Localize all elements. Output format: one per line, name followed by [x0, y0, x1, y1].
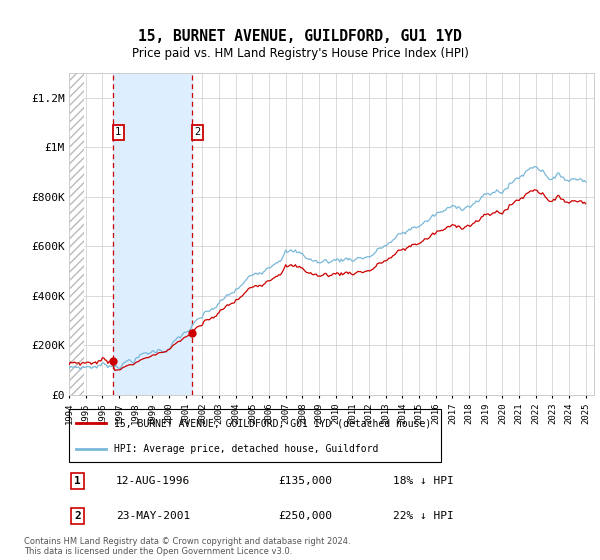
Text: 22% ↓ HPI: 22% ↓ HPI — [392, 511, 454, 521]
Text: 15, BURNET AVENUE, GUILDFORD, GU1 1YD: 15, BURNET AVENUE, GUILDFORD, GU1 1YD — [138, 29, 462, 44]
Text: Price paid vs. HM Land Registry's House Price Index (HPI): Price paid vs. HM Land Registry's House … — [131, 46, 469, 60]
Text: 18% ↓ HPI: 18% ↓ HPI — [392, 476, 454, 486]
Text: 2: 2 — [194, 127, 201, 137]
Text: This data is licensed under the Open Government Licence v3.0.: This data is licensed under the Open Gov… — [24, 548, 292, 557]
Text: Contains HM Land Registry data © Crown copyright and database right 2024.: Contains HM Land Registry data © Crown c… — [24, 538, 350, 547]
Text: 15, BURNET AVENUE, GUILDFORD, GU1 1YD (detached house): 15, BURNET AVENUE, GUILDFORD, GU1 1YD (d… — [113, 418, 431, 428]
Text: 1: 1 — [115, 127, 121, 137]
Text: HPI: Average price, detached house, Guildford: HPI: Average price, detached house, Guil… — [113, 444, 378, 454]
Bar — [113, 73, 192, 395]
Text: 23-MAY-2001: 23-MAY-2001 — [116, 511, 190, 521]
Text: £135,000: £135,000 — [278, 476, 332, 486]
Text: 2: 2 — [74, 511, 81, 521]
Text: 12-AUG-1996: 12-AUG-1996 — [116, 476, 190, 486]
Text: 1: 1 — [74, 476, 81, 486]
Text: £250,000: £250,000 — [278, 511, 332, 521]
